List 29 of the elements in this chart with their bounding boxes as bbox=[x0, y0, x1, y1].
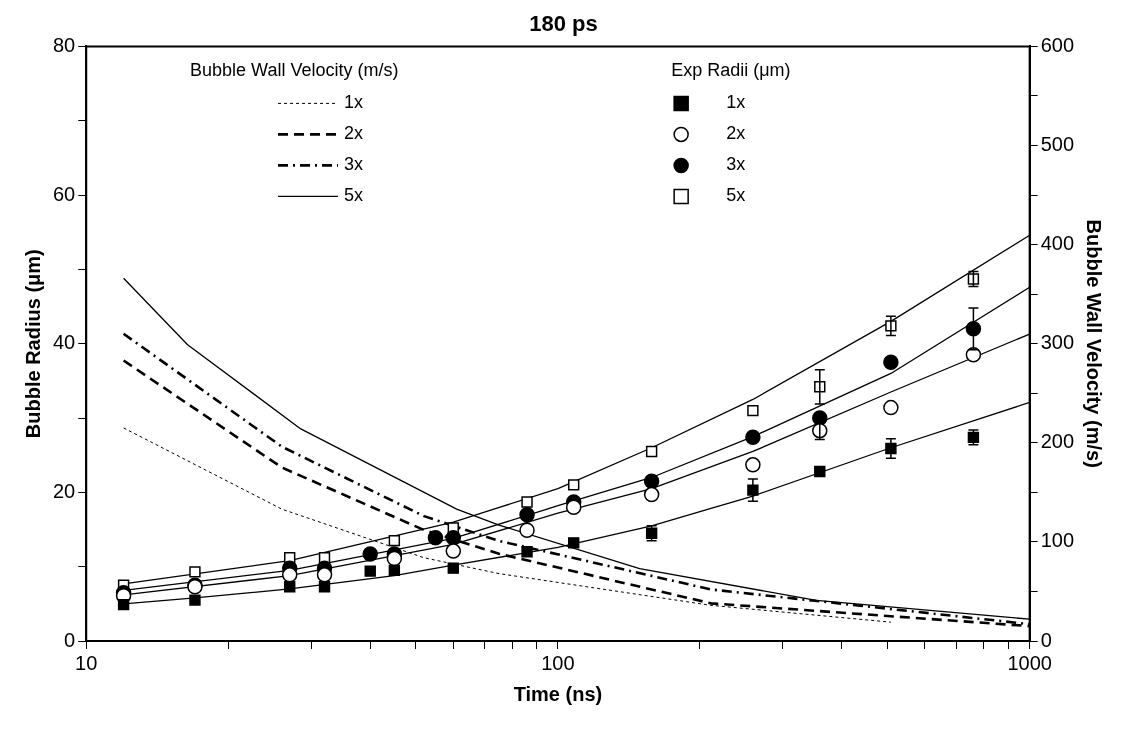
y-tick-label: 60 bbox=[53, 182, 76, 205]
y2-tick-label: 500 bbox=[1040, 133, 1075, 156]
y-tick-label: 0 bbox=[64, 628, 76, 651]
y2-tick-label: 100 bbox=[1040, 529, 1075, 552]
legend-label: 1x bbox=[344, 92, 364, 113]
annotation: Exp Radii (μm) bbox=[671, 60, 791, 81]
y-tick-label: 20 bbox=[53, 479, 76, 502]
legend-label: 2x bbox=[726, 123, 746, 144]
y2-tick-label: 200 bbox=[1040, 430, 1075, 453]
y2-tick-label: 400 bbox=[1040, 232, 1075, 255]
x-axis-title: Time (ns) bbox=[513, 682, 603, 705]
y-axis-title: Bubble Radius (μm) bbox=[21, 249, 44, 439]
chart-title: 180 ps bbox=[529, 11, 598, 37]
legend-label: 1x bbox=[726, 92, 746, 113]
y2-tick-label: 300 bbox=[1040, 331, 1075, 354]
y2-tick-label: 600 bbox=[1040, 33, 1075, 56]
legend-label: 5x bbox=[344, 185, 364, 206]
legend-label: 2x bbox=[344, 123, 364, 144]
legend-label: 5x bbox=[726, 185, 746, 206]
y-tick-label: 80 bbox=[53, 33, 76, 56]
y2-tick-label: 0 bbox=[1040, 628, 1052, 651]
x-tick-label: 100 bbox=[541, 651, 575, 674]
y-tick-label: 40 bbox=[53, 331, 76, 354]
x-tick-label: 10 bbox=[75, 651, 98, 674]
legend-label: 3x bbox=[344, 154, 364, 175]
x-tick-label: 1000 bbox=[1007, 651, 1052, 674]
legend-title: Bubble Wall Velocity (m/s) bbox=[190, 60, 399, 81]
y2-axis-title: Bubble Wall Velocity (m/s) bbox=[1083, 219, 1106, 468]
legend-label: 3x bbox=[726, 154, 746, 175]
